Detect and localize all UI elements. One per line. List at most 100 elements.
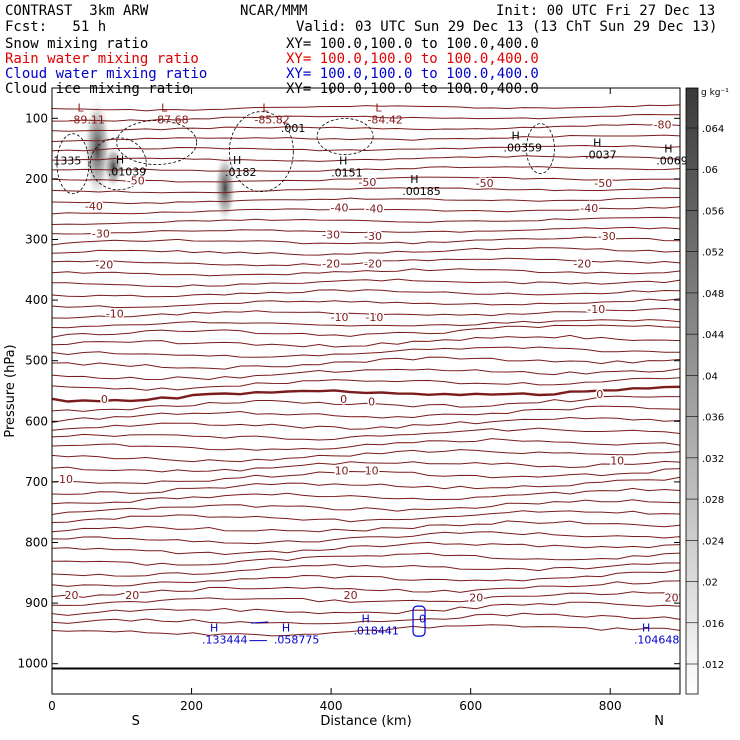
institution-label: NCAR/MMM xyxy=(240,3,308,19)
isotherm-line-20 xyxy=(51,307,681,319)
extrema-value-11: .0037 xyxy=(585,149,617,162)
contour-label-10: -30 xyxy=(322,229,340,242)
isotherm-line-26 xyxy=(51,368,681,381)
extrema-mark-13: H xyxy=(210,621,218,634)
colorbar-tick-label-13: .012 xyxy=(702,660,724,671)
y-tick-label-7: 800 xyxy=(25,536,48,550)
isotherm-line-33 xyxy=(51,438,681,451)
contour-label-6: -40 xyxy=(331,201,349,214)
isotherm-line-7 xyxy=(51,176,681,183)
colorbar-tick-label-5: .044 xyxy=(702,330,724,341)
isotherm-line-47 xyxy=(51,580,681,598)
isotherm-line-19 xyxy=(51,298,681,309)
extrema-mark-15: H xyxy=(361,612,369,625)
isotherm-line-43 xyxy=(51,541,681,556)
field-xy-rain: XY= 100.0,100.0 to 100.0,400.0 xyxy=(286,51,539,67)
isotherm-line-35 xyxy=(51,460,681,473)
contour-label-20: -10 xyxy=(587,303,605,316)
isotherm-line-42 xyxy=(51,531,681,545)
isotherm-line-0 xyxy=(51,104,681,112)
contour-label-1: -50 xyxy=(127,175,145,188)
isotherm-line-3 xyxy=(51,134,681,142)
x-axis-label: Distance (km) xyxy=(320,714,411,729)
colorbar-tick-label-11: .02 xyxy=(702,578,718,589)
contour-label-25: 10 xyxy=(59,473,73,486)
extrema-mark-16: H xyxy=(642,621,650,634)
extrema-mark-10: H xyxy=(511,129,519,142)
contour-label-31: 20 xyxy=(344,589,358,602)
isotherm-line-34 xyxy=(51,449,681,463)
isotherm-line-40 xyxy=(51,510,681,523)
y-tick-label-8: 900 xyxy=(25,596,48,610)
isotherm-line-32 xyxy=(51,427,681,441)
plot-frame xyxy=(51,87,681,695)
isotherm-line-2 xyxy=(51,123,681,132)
isotherm-line-27 xyxy=(51,377,681,391)
extrema-value-13: .133444 xyxy=(202,633,248,646)
isotherm-line-1 xyxy=(51,113,681,122)
isotherm-line-21 xyxy=(51,319,681,329)
extrema-mark-3: L xyxy=(375,101,382,114)
cloud-ice-contour-5 xyxy=(56,133,90,195)
contour-label-19: -10 xyxy=(365,311,383,324)
field-name-rain: Rain water mixing ratio xyxy=(5,51,199,67)
isotherm-line-9 xyxy=(51,197,681,205)
isotherm-line-29 xyxy=(51,395,680,412)
extrema-value-17: 0 xyxy=(419,612,426,625)
isotherm-line-39 xyxy=(51,499,681,515)
colorbar-tick-label-8: .032 xyxy=(702,454,724,465)
cloud-ice-contour-2 xyxy=(316,118,374,155)
x-tick-label-4: 800 xyxy=(599,699,622,713)
isotherm-line-5 xyxy=(51,155,681,162)
contour-label-14: -20 xyxy=(322,258,340,271)
field-xy-cloud-ice: XY= 100.0,100.0 to 100.0,400.0 xyxy=(286,81,539,97)
field-name-cloud-ice: Cloud ice mixing ratio xyxy=(5,81,191,97)
colorbar-tick-label-9: .028 xyxy=(702,495,724,506)
y-tick-label-2: 300 xyxy=(25,233,48,247)
contour-label-17: -10 xyxy=(106,307,124,320)
isotherm-line-22 xyxy=(51,324,681,338)
y-tick-label-9: 1000 xyxy=(17,657,48,671)
field-xy-cloud-water: XY= 100.0,100.0 to 100.0,400.0 xyxy=(286,66,539,82)
extrema-mark-11: H xyxy=(593,137,601,150)
extrema-mark-14: H xyxy=(282,621,290,634)
isotherm-line-23 xyxy=(51,334,681,348)
extrema-mark-2: L xyxy=(262,101,269,114)
model-title: CONTRAST 3km ARW xyxy=(5,3,149,19)
isotherm-line-37 xyxy=(51,476,681,495)
south-label: S xyxy=(132,714,140,729)
contour-label-28: 10 xyxy=(610,455,624,468)
contour-label-26: 10 xyxy=(335,464,349,477)
isotherm-line-41 xyxy=(51,520,681,533)
cloud-ice-contour-4 xyxy=(89,137,147,191)
contour-label-7: -40 xyxy=(365,203,383,216)
x-tick-label-0: 0 xyxy=(48,699,56,713)
field-xy-snow: XY= 100.0,100.0 to 100.0,400.0 xyxy=(286,36,539,52)
colorbar-tick-label-0: .064 xyxy=(702,124,724,135)
isotherm-line-30 xyxy=(51,405,681,423)
extrema-value-14: .058775 xyxy=(274,633,320,646)
isotherm-line-38 xyxy=(51,487,681,505)
isotherm-line-50 xyxy=(51,612,681,625)
isotherm-line-4 xyxy=(51,144,681,152)
contour-label-33: 20 xyxy=(665,592,679,605)
y-tick-label-0: 100 xyxy=(25,111,48,125)
extrema-mark-6: H xyxy=(116,154,124,167)
y-tick-label-6: 700 xyxy=(25,475,48,489)
extrema-mark-9: H xyxy=(410,173,418,186)
isotherm-line-11 xyxy=(51,216,681,225)
contour-label-24: 0 xyxy=(596,388,603,401)
cloud-ice-contour-0 xyxy=(116,120,198,165)
isotherm-line-25 xyxy=(51,356,681,370)
isotherm-line-15 xyxy=(51,257,681,267)
snow-shading-2 xyxy=(103,144,124,189)
contour-label-5: -40 xyxy=(85,200,103,213)
x-tick-label-2: 400 xyxy=(320,699,343,713)
isotherm-line-45 xyxy=(51,562,680,577)
init-time: Init: 00 UTC Fri 27 Dec 13 xyxy=(496,3,716,19)
extrema-value-5: 1335 xyxy=(53,155,81,168)
colorbar-tick-label-1: .06 xyxy=(702,165,718,176)
isotherm-line-13 xyxy=(51,236,681,246)
x-tick-label-1: 200 xyxy=(180,699,203,713)
